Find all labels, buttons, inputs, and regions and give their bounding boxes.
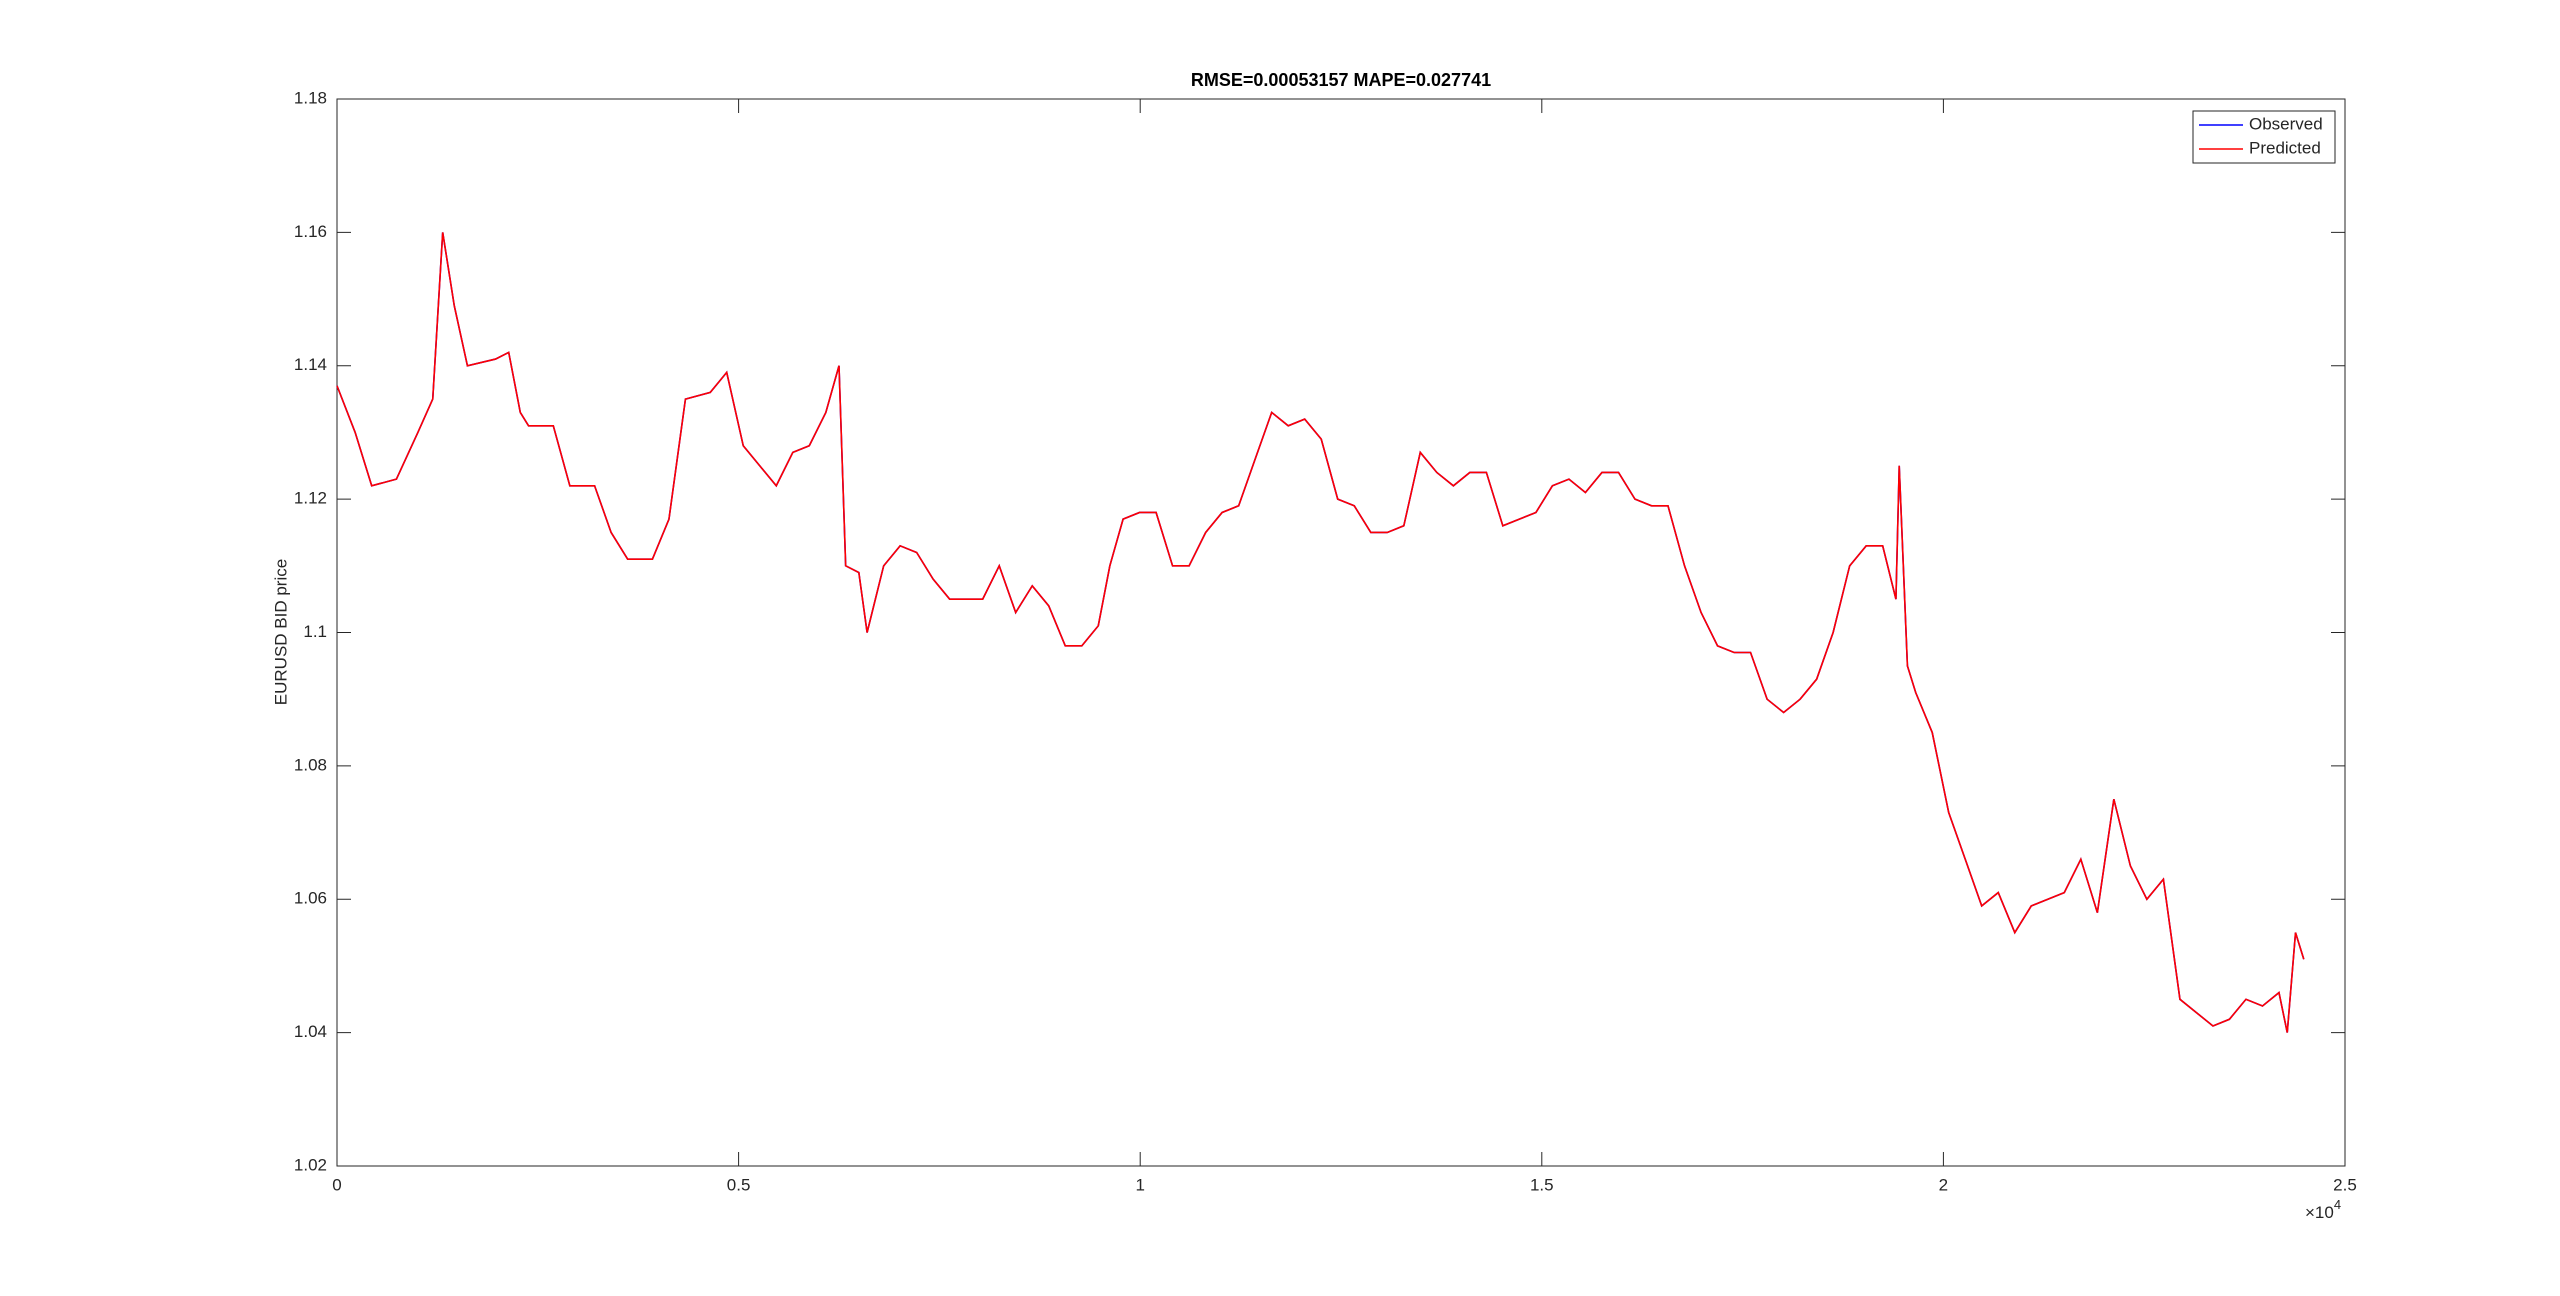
x-tick-label: 0.5	[727, 1175, 751, 1194]
x-exponent: ×104	[2305, 1197, 2341, 1222]
y-tick-label: 1.1	[303, 622, 327, 641]
legend-label: Predicted	[2249, 138, 2321, 157]
series-line	[336, 232, 2305, 1033]
y-tick-label: 1.14	[294, 355, 327, 374]
y-tick-label: 1.08	[294, 755, 327, 774]
chart-title: RMSE=0.00053157 MAPE=0.027741	[1191, 70, 1491, 90]
x-tick-label: 2.5	[2333, 1175, 2357, 1194]
x-tick-label: 1	[1135, 1175, 1144, 1194]
legend-box	[2192, 110, 2336, 164]
y-tick-label: 1.12	[294, 489, 327, 508]
x-exponent-base: ×10	[2305, 1203, 2334, 1222]
y-axis-label: EURUSD BID price	[271, 559, 290, 705]
y-tick-label: 1.18	[294, 88, 327, 107]
y-tick-label: 1.04	[294, 1022, 327, 1041]
legend-label: Observed	[2249, 114, 2323, 133]
x-tick-label: 1.5	[1530, 1175, 1554, 1194]
y-tick-label: 1.16	[294, 222, 327, 241]
x-tick-label: 2	[1939, 1175, 1948, 1194]
plot-area	[336, 98, 2346, 1167]
y-tick-label: 1.02	[294, 1155, 327, 1174]
x-tick-label: 0	[332, 1175, 341, 1194]
y-tick-label: 1.06	[294, 889, 327, 908]
x-exponent-power: 4	[2334, 1197, 2341, 1212]
